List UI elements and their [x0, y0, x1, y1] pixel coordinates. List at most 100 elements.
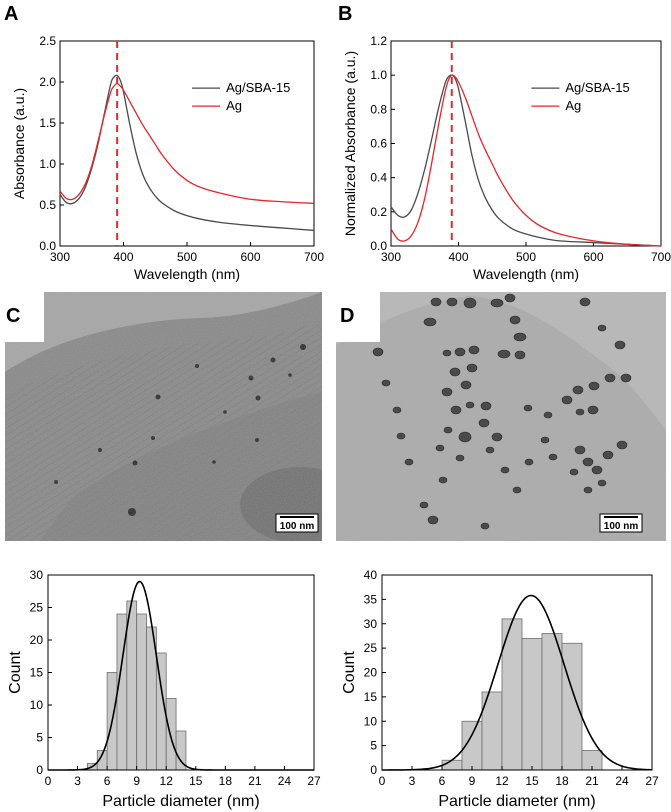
histogram-bar: [521, 637, 543, 771]
x-tick-label: 9: [469, 774, 476, 788]
normalized-absorbance-chart: 300 400 500 600 700 0.0 0.2 0.4 0.6 0.8 1.0 1.2 Wave…: [342, 34, 671, 282]
y-tick-label: 1.5: [39, 116, 56, 130]
tem-image-d: [336, 292, 666, 541]
y-tick-label: 0.6: [370, 137, 387, 151]
x-axis-label: Particle diameter (nm): [102, 793, 259, 810]
y-tick-label: 2.5: [39, 34, 56, 48]
y-tick-label: 0.8: [370, 102, 387, 116]
x-tick-label: 12: [495, 774, 509, 788]
y-tick-label: 0: [36, 763, 43, 777]
histogram-bar: [136, 613, 147, 771]
x-tick-label: 600: [583, 250, 603, 264]
x-tick-label: 6: [439, 774, 446, 788]
panel-label-c: C: [6, 305, 20, 327]
x-tick-label: 12: [160, 774, 174, 788]
x-tick-label: 400: [448, 250, 468, 264]
x-tick-label: 500: [516, 250, 536, 264]
x-tick-label: 24: [278, 774, 292, 788]
x-tick-label: 15: [189, 774, 203, 788]
legend-entry-ag: Ag: [565, 98, 581, 113]
y-tick-label: 0: [370, 763, 377, 777]
x-tick-label: 3: [409, 774, 416, 788]
y-tick-label: 25: [364, 641, 378, 655]
y-tick-label: 0.0: [370, 239, 387, 253]
y-tick-label: 15: [30, 666, 44, 680]
histogram-bar: [541, 633, 563, 771]
histogram-bar: [561, 642, 583, 771]
y-tick-label: 0.0: [39, 239, 56, 253]
y-tick-label: 20: [364, 666, 378, 680]
histogram-c: 0 3 6 9 12 15 18 21 24 27 0 5 10 15 20 25 30 Particle dia…: [7, 568, 321, 810]
y-tick-label: 2.0: [39, 75, 56, 89]
y-tick-label: 25: [30, 601, 44, 615]
scale-bar-d: [599, 513, 643, 533]
panel-label-b: B: [338, 3, 352, 25]
legend-entry-ag-sba15: Ag/SBA-15: [226, 80, 290, 95]
histogram-bar: [165, 698, 177, 771]
x-tick-label: 700: [651, 250, 671, 264]
y-tick-label: 15: [364, 690, 378, 704]
x-tick-label: 0: [379, 774, 386, 788]
legend-entry-ag: Ag: [226, 98, 242, 113]
x-tick-label: 0: [45, 774, 52, 788]
x-tick-label: 600: [240, 250, 260, 264]
y-axis-label: Count: [7, 651, 24, 694]
y-axis-label: Absorbance (a.u.): [11, 88, 27, 199]
x-tick-label: 9: [133, 774, 140, 788]
gaussian-fit-line: [382, 594, 653, 771]
x-axis-label: Wavelength (nm): [134, 266, 240, 282]
scale-bar-label-d: 100 nm: [604, 521, 639, 532]
x-tick-label: 6: [104, 774, 111, 788]
y-tick-label: 0.4: [370, 171, 387, 185]
x-axis-label: Particle diameter (nm): [438, 793, 595, 810]
y-tick-label: 10: [364, 714, 378, 728]
series-line-ag: [59, 82, 315, 205]
panel-label-a: A: [4, 3, 18, 25]
x-tick-label: 3: [74, 774, 81, 788]
x-tick-label: 27: [307, 774, 321, 788]
x-tick-label: 500: [177, 250, 197, 264]
histogram-d: 0 3 6 9 12 15 18 21 24 27 0 5 10 15 20 25 30 35 40 Particle…: [341, 568, 659, 810]
x-tick-label: 27: [645, 774, 659, 788]
y-tick-label: 30: [364, 617, 378, 631]
x-tick-label: 400: [113, 250, 133, 264]
histogram-bar: [441, 759, 463, 771]
x-tick-label: 21: [585, 774, 599, 788]
series-line-ag-sba15: [59, 74, 315, 232]
series-line-ag: [390, 74, 662, 247]
x-tick-label: 18: [219, 774, 233, 788]
x-tick-label: 18: [555, 774, 569, 788]
label-box-d: [336, 292, 380, 342]
y-tick-label: 35: [364, 592, 378, 606]
x-tick-label: 300: [381, 250, 401, 264]
y-tick-label: 1.0: [370, 68, 387, 82]
y-axis-label: Normalized Absorbance (a.u.): [342, 51, 358, 236]
panel-label-d: D: [340, 305, 354, 327]
y-tick-label: 0.5: [39, 198, 56, 212]
y-tick-label: 1.0: [39, 157, 56, 171]
scale-bar-c: [275, 513, 319, 533]
x-axis-label: Wavelength (nm): [473, 266, 579, 282]
x-tick-label: 15: [525, 774, 539, 788]
y-tick-label: 5: [36, 731, 43, 745]
y-tick-label: 10: [30, 698, 44, 712]
label-box-c: [0, 292, 44, 342]
tem-image-c: [5, 292, 322, 541]
y-tick-label: 20: [30, 633, 44, 647]
y-axis-label: Count: [341, 651, 358, 694]
x-tick-label: 21: [248, 774, 262, 788]
y-tick-label: 5: [370, 739, 377, 753]
y-tick-label: 40: [364, 568, 378, 582]
x-tick-label: 700: [304, 250, 324, 264]
x-tick-label: 24: [615, 774, 629, 788]
histogram-bar: [126, 600, 138, 771]
y-tick-label: 0.2: [370, 205, 387, 219]
absorbance-chart: 300 400 500 600 700 0.0 0.5 1.0 1.5 2.0 2.5 Wavelen…: [11, 34, 324, 282]
x-tick-label: 300: [50, 250, 70, 264]
legend-entry-ag-sba15: Ag/SBA-15: [565, 80, 629, 95]
scale-bar-label-c: 100 nm: [280, 521, 315, 532]
y-tick-label: 1.2: [370, 34, 387, 48]
y-tick-label: 30: [30, 568, 44, 582]
series-line-ag-sba15: [390, 74, 662, 247]
